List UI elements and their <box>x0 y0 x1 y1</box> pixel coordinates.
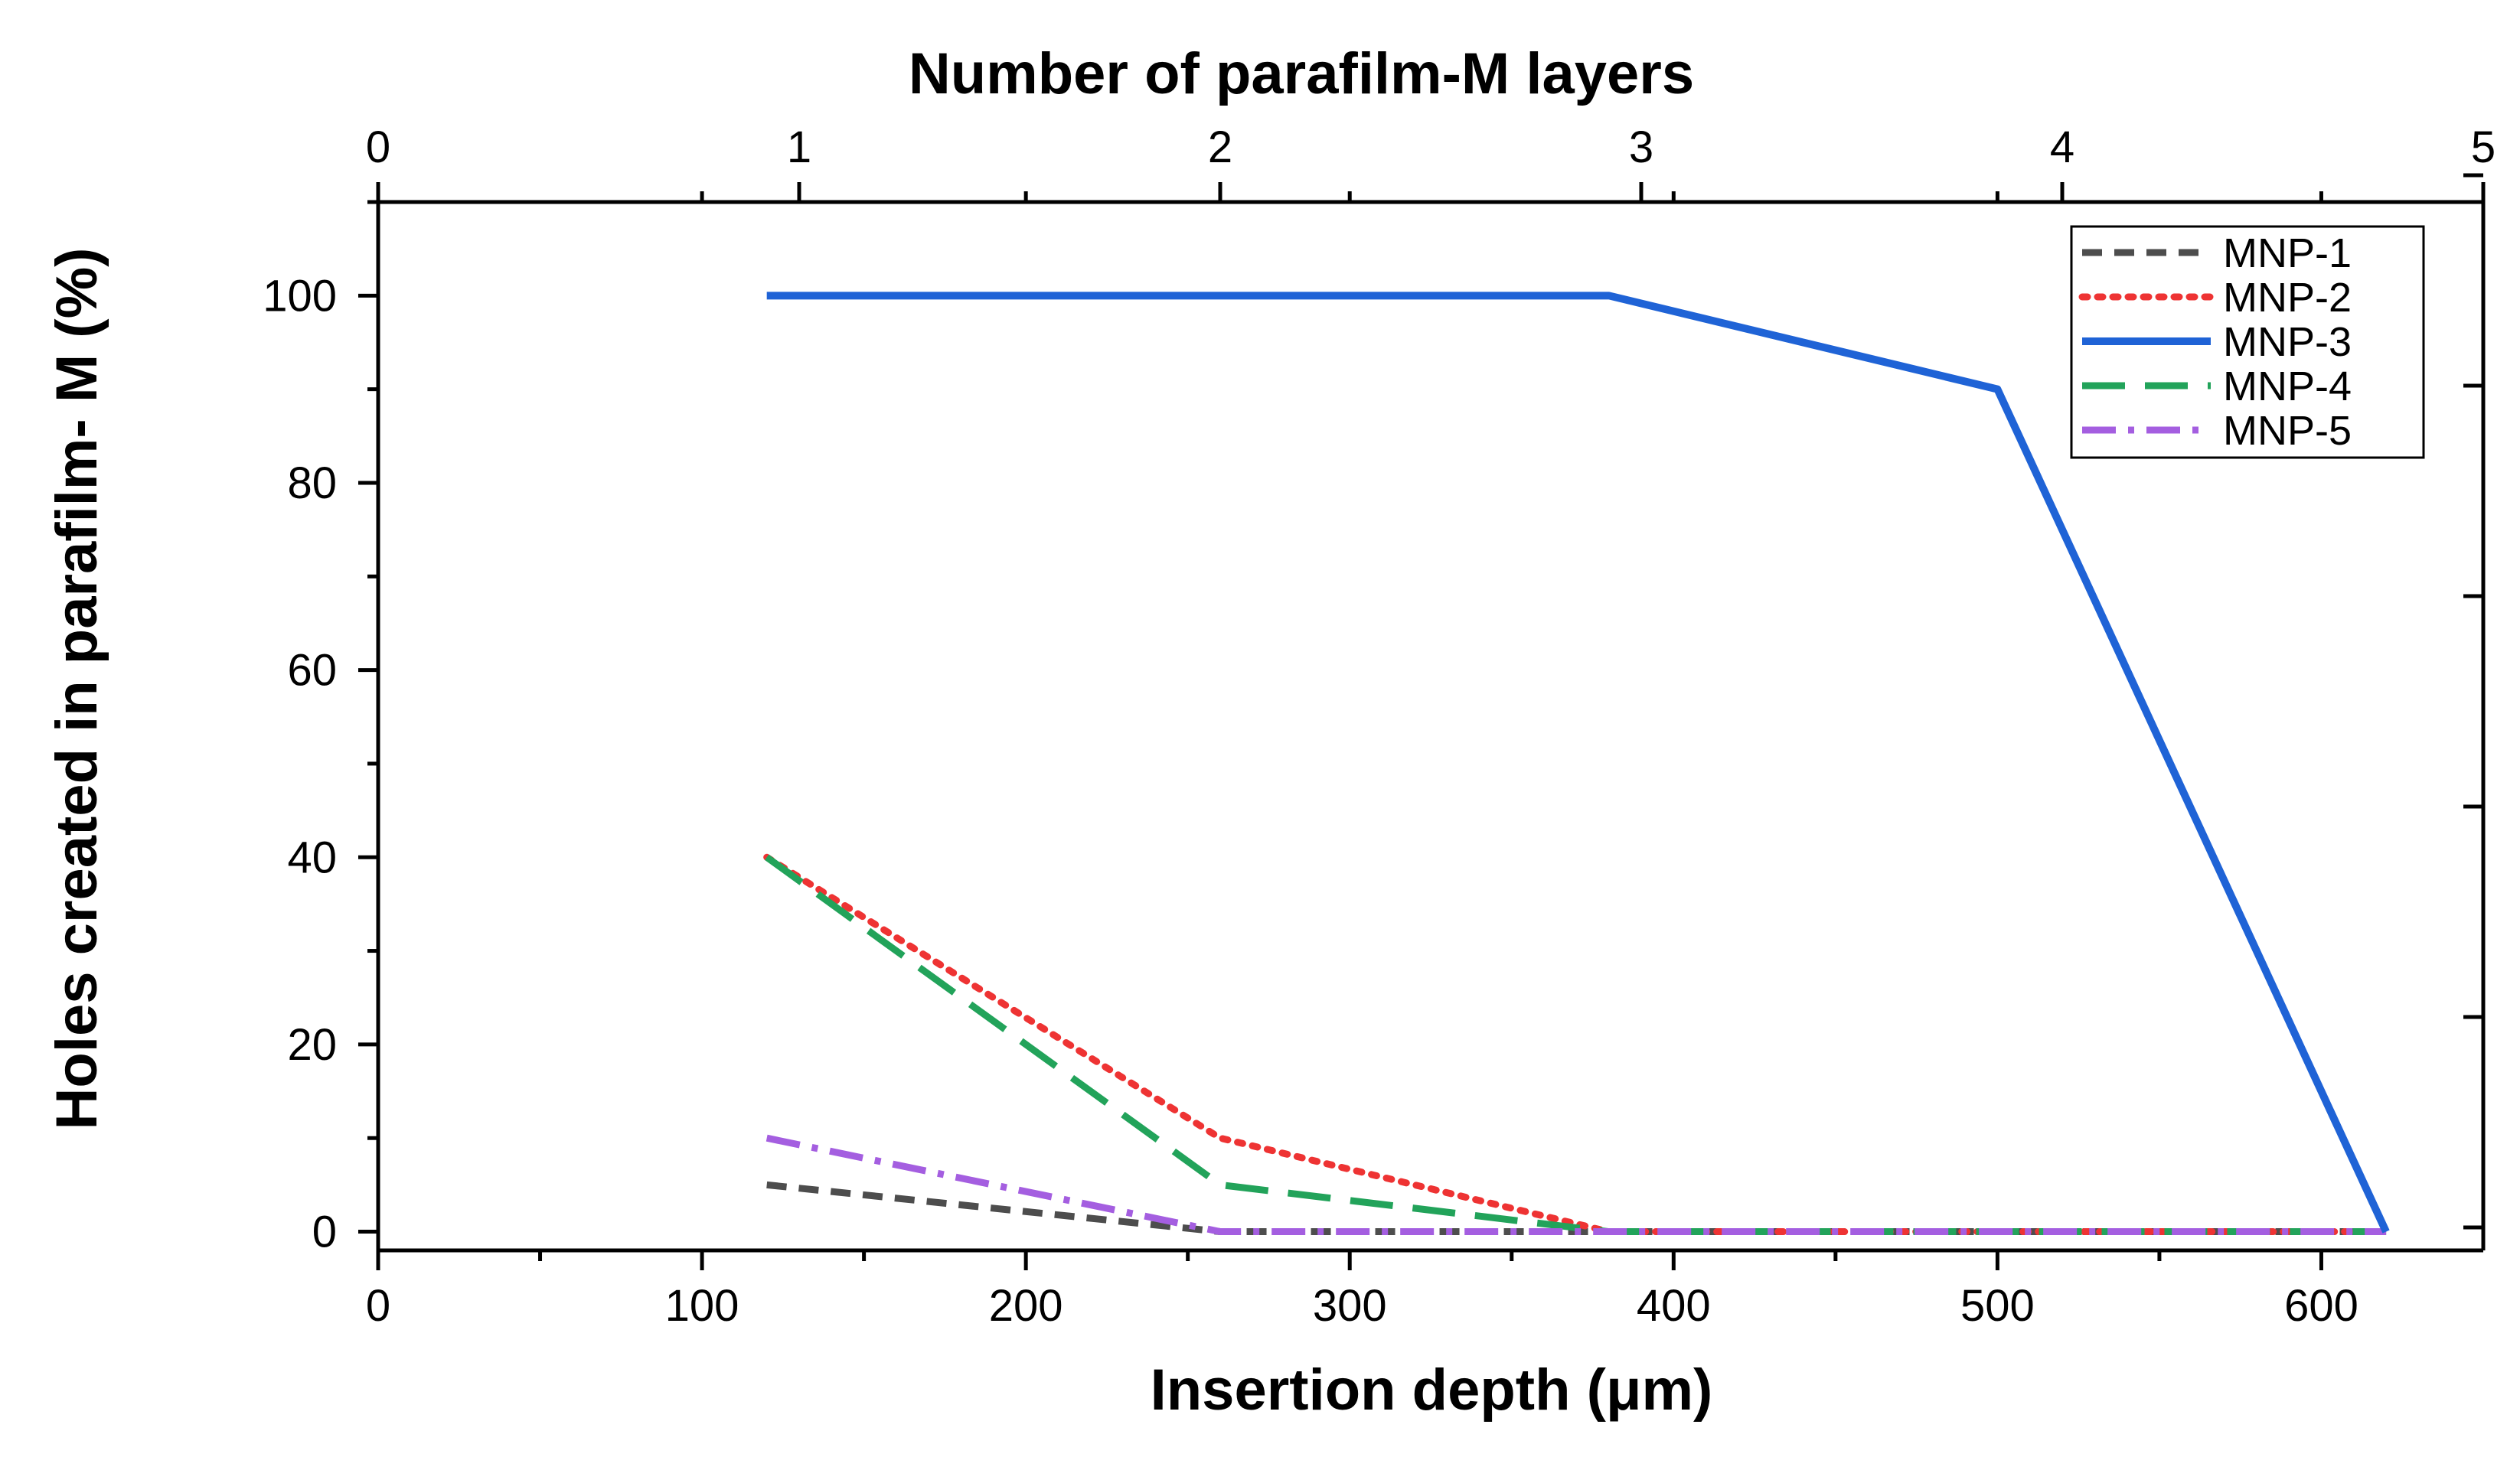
y-tick-label: 60 <box>287 646 337 696</box>
ticks: 0 100 200 300 400 500 600 0 20 40 60 80 100 0 1 2 3 4 5 <box>263 122 2496 1331</box>
x2-tick-label: 1 <box>787 122 811 172</box>
x2-tick-label: 4 <box>2050 122 2074 172</box>
plot-frame <box>376 200 2486 1253</box>
series-line-mnp-2 <box>763 853 2390 1236</box>
x-tick-label: 400 <box>1637 1281 1711 1331</box>
legend-label-mnp-1: MNP-1 <box>2223 230 2352 276</box>
x-tick-label: 300 <box>1313 1281 1387 1331</box>
x-axis-title: Insertion depth (μm) <box>1151 1358 1713 1423</box>
top-axis-title: Number of parafilm-M layers <box>909 41 1694 106</box>
series-lines <box>763 292 2390 1236</box>
y-axis-title: Holes created in parafilm- M (%) <box>44 248 109 1130</box>
x2-tick-label: 5 <box>2471 122 2496 172</box>
legend-label-mnp-2: MNP-2 <box>2223 275 2352 321</box>
series-line-mnp-5 <box>765 1134 2387 1236</box>
series-line-mnp-4 <box>765 854 2387 1236</box>
y-tick-label: 40 <box>287 833 337 882</box>
y-tick-label: 20 <box>287 1020 337 1070</box>
x2-tick-label: 3 <box>1629 122 1653 172</box>
x-tick-label: 600 <box>2284 1281 2358 1331</box>
y-tick-label: 80 <box>287 458 337 508</box>
legend-label-mnp-4: MNP-4 <box>2223 363 2352 409</box>
x-tick-label: 200 <box>989 1281 1063 1331</box>
y-tick-label: 0 <box>312 1208 337 1257</box>
x-tick-label: 0 <box>366 1281 390 1331</box>
legend-label-mnp-5: MNP-5 <box>2223 408 2352 454</box>
x2-tick-label: 0 <box>366 122 390 172</box>
y-tick-label: 100 <box>263 271 337 321</box>
x2-tick-label: 2 <box>1208 122 1232 172</box>
series-line-mnp-3 <box>766 292 2390 1234</box>
legend-label-mnp-3: MNP-3 <box>2223 319 2352 365</box>
x-tick-label: 100 <box>665 1281 739 1331</box>
x-tick-label: 500 <box>1960 1281 2035 1331</box>
